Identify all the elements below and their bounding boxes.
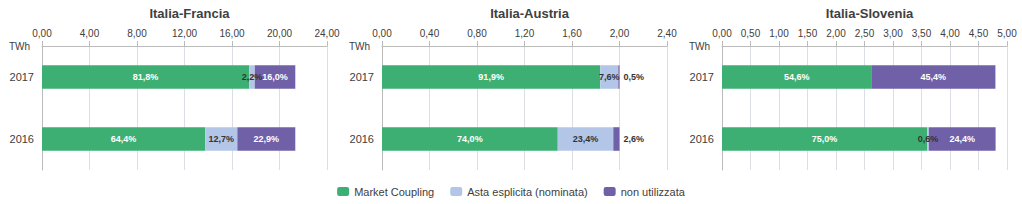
svg-text:2,50: 2,50 <box>855 28 875 39</box>
svg-text:45,4%: 45,4% <box>921 72 947 82</box>
svg-text:non utilizzata: non utilizzata <box>621 186 686 198</box>
svg-text:2,00: 2,00 <box>610 28 630 39</box>
svg-text:2,6%: 2,6% <box>624 134 645 144</box>
svg-text:2016: 2016 <box>350 133 374 145</box>
svg-text:2017: 2017 <box>10 71 34 83</box>
svg-text:2016: 2016 <box>690 133 714 145</box>
svg-text:2,00: 2,00 <box>826 28 846 39</box>
svg-text:4,00: 4,00 <box>80 28 100 39</box>
svg-text:2017: 2017 <box>690 71 714 83</box>
svg-text:5,00: 5,00 <box>997 28 1017 39</box>
svg-text:7,6%: 7,6% <box>599 72 620 82</box>
svg-text:8,00: 8,00 <box>127 28 147 39</box>
svg-text:4,00: 4,00 <box>940 28 960 39</box>
svg-text:16,0%: 16,0% <box>262 72 288 82</box>
svg-text:Italia-Austria: Italia-Austria <box>490 6 570 21</box>
svg-text:Italia-Slovenia: Italia-Slovenia <box>826 6 914 21</box>
svg-text:2016: 2016 <box>10 133 34 145</box>
svg-text:0,00: 0,00 <box>712 28 732 39</box>
svg-text:3,00: 3,00 <box>883 28 903 39</box>
svg-text:24,00: 24,00 <box>314 28 339 39</box>
svg-text:0,80: 0,80 <box>467 28 487 39</box>
svg-text:1,60: 1,60 <box>562 28 582 39</box>
svg-text:81,8%: 81,8% <box>133 72 159 82</box>
svg-text:Asta esplicita (nominata): Asta esplicita (nominata) <box>467 186 587 198</box>
svg-text:TWh: TWh <box>349 41 370 52</box>
svg-text:64,4%: 64,4% <box>111 134 137 144</box>
svg-text:12,00: 12,00 <box>172 28 197 39</box>
svg-text:1,20: 1,20 <box>515 28 535 39</box>
svg-text:3,50: 3,50 <box>912 28 932 39</box>
svg-text:22,9%: 22,9% <box>254 134 280 144</box>
svg-text:12,7%: 12,7% <box>208 134 234 144</box>
svg-text:16,00: 16,00 <box>219 28 244 39</box>
svg-text:0,6%: 0,6% <box>918 134 939 144</box>
svg-text:1,00: 1,00 <box>769 28 789 39</box>
svg-text:74,0%: 74,0% <box>457 134 483 144</box>
svg-text:20,00: 20,00 <box>267 28 292 39</box>
svg-text:0,50: 0,50 <box>741 28 761 39</box>
svg-text:24,4%: 24,4% <box>949 134 975 144</box>
svg-text:1,50: 1,50 <box>798 28 818 39</box>
svg-text:4,50: 4,50 <box>969 28 989 39</box>
svg-text:23,4%: 23,4% <box>573 134 599 144</box>
svg-text:TWh: TWh <box>9 41 30 52</box>
svg-text:Market Coupling: Market Coupling <box>354 186 434 198</box>
svg-text:0,00: 0,00 <box>32 28 52 39</box>
svg-text:54,6%: 54,6% <box>784 72 810 82</box>
svg-text:0,5%: 0,5% <box>624 72 645 82</box>
svg-text:91,9%: 91,9% <box>478 72 504 82</box>
svg-text:0,40: 0,40 <box>420 28 440 39</box>
svg-text:2,2%: 2,2% <box>242 72 263 82</box>
svg-text:2017: 2017 <box>350 71 374 83</box>
svg-text:75,0%: 75,0% <box>812 134 838 144</box>
svg-text:0,00: 0,00 <box>372 28 392 39</box>
svg-text:TWh: TWh <box>689 41 710 52</box>
svg-text:2,40: 2,40 <box>657 28 677 39</box>
svg-text:Italia-Francia: Italia-Francia <box>149 6 230 21</box>
